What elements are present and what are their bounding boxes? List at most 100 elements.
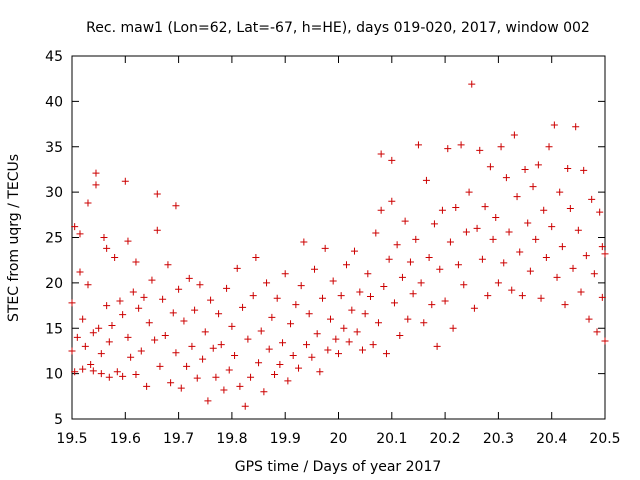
data-point-95 [281,270,289,278]
data-point-68 [209,344,217,352]
data-point-58 [183,362,191,370]
data-point-158 [444,145,452,153]
data-point-123 [356,288,364,296]
data-point-81 [244,335,252,343]
data-point-184 [513,193,521,201]
data-point-154 [433,342,441,350]
data-point-170 [476,146,484,154]
data-point-126 [364,270,372,278]
data-point-177 [494,279,502,287]
data-point-188 [524,219,532,227]
data-point-150 [422,176,430,184]
data-point-174 [486,163,494,171]
y-tick-label-4: 25 [45,231,63,247]
data-point-149 [420,319,428,327]
x-tick-label-3: 19.8 [216,431,247,447]
data-point-72 [220,386,228,394]
data-point-110 [321,244,329,252]
data-point-4 [73,333,81,341]
data-point-96 [284,377,292,385]
y-tick-label-7: 40 [45,94,63,110]
data-point-102 [300,238,308,246]
x-tick-label-4: 19.9 [270,431,301,447]
data-point-65 [201,328,209,336]
data-points [68,80,609,410]
y-tick-label-1: 10 [45,367,63,383]
data-point-24 [105,373,113,381]
data-point-92 [273,294,281,302]
data-point-20 [100,234,108,241]
data-point-49 [161,332,169,340]
data-point-193 [537,294,545,302]
data-point-1 [68,299,76,307]
data-point-141 [398,273,406,281]
x-tick-label-10: 20.5 [589,431,620,447]
data-point-91 [271,371,279,379]
data-point-105 [308,353,316,361]
data-point-55 [175,285,183,293]
data-point-22 [103,302,111,310]
data-point-191 [532,235,540,243]
data-point-3 [71,368,79,376]
data-point-203 [564,165,572,173]
data-point-197 [548,223,556,231]
data-point-62 [193,374,201,382]
data-point-13 [89,329,97,337]
data-point-2 [71,223,79,231]
chart-title: Rec. maw1 (Lon=62, Lat=-67, h=HE), days … [86,20,590,36]
data-point-63 [196,281,204,289]
data-point-209 [580,166,588,174]
data-point-160 [449,324,457,332]
data-point-52 [169,309,177,317]
data-point-137 [388,197,396,205]
data-point-162 [454,261,462,269]
data-point-12 [87,361,95,369]
data-point-165 [462,228,470,236]
data-point-186 [518,292,526,300]
data-point-121 [350,247,358,255]
data-point-190 [529,183,537,191]
x-tick-label-7: 20.2 [430,431,461,447]
x-tick-label-9: 20.4 [536,431,567,447]
data-point-118 [342,261,350,269]
data-point-107 [313,330,321,338]
data-point-10 [84,199,92,207]
data-point-51 [167,379,175,387]
data-point-28 [116,297,124,305]
data-point-163 [457,141,465,149]
data-point-40 [140,293,148,301]
data-point-59 [185,274,193,282]
data-point-61 [191,306,199,314]
data-point-16 [92,181,100,189]
data-point-101 [297,282,305,290]
data-point-125 [361,310,369,318]
data-point-44 [151,336,159,344]
data-point-41 [143,382,151,390]
data-point-114 [332,335,340,343]
data-point-57 [180,317,188,325]
data-point-115 [335,350,342,358]
data-point-7 [79,315,87,323]
data-point-140 [396,332,404,340]
data-point-144 [406,258,414,266]
data-point-116 [337,292,345,300]
data-point-66 [204,397,212,405]
data-point-183 [510,131,518,139]
data-point-172 [481,203,489,211]
data-point-152 [428,301,436,309]
data-point-5 [76,230,84,238]
y-tick-label-6: 35 [45,140,63,156]
data-point-145 [409,290,417,298]
data-point-43 [148,276,156,284]
data-point-205 [569,264,577,272]
data-point-42 [145,319,153,327]
data-point-30 [119,372,127,380]
data-point-198 [550,121,558,129]
data-point-208 [577,288,585,296]
data-point-120 [348,306,356,314]
data-point-179 [500,259,508,267]
data-point-135 [385,255,393,263]
data-point-47 [156,362,164,370]
data-point-127 [366,292,374,300]
data-point-23 [105,338,113,346]
